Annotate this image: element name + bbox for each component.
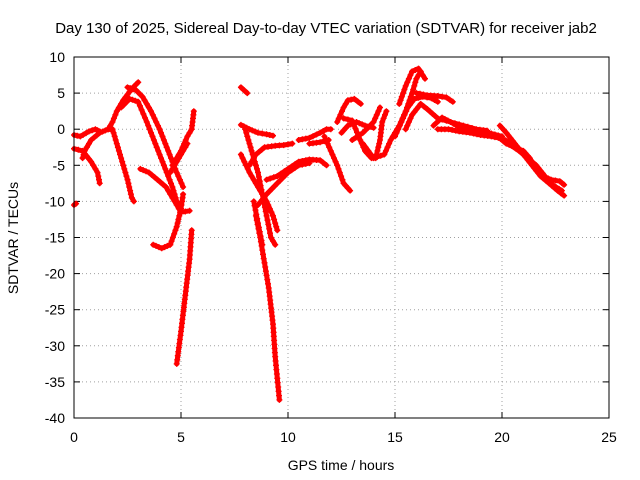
y-tick-label: 0 xyxy=(57,121,65,137)
series-plus-markers xyxy=(255,160,313,209)
series-plus-markers xyxy=(150,191,187,252)
y-tick-label: -25 xyxy=(45,302,65,318)
chart-title: Day 130 of 2025, Sidereal Day-to-day VTE… xyxy=(55,20,597,37)
series-plus-markers xyxy=(396,65,428,107)
grid-lines xyxy=(74,57,609,418)
series-s19 xyxy=(250,198,266,248)
x-tick-label: 15 xyxy=(387,429,403,445)
series-plus-markers xyxy=(334,95,364,125)
x-tick-label: 25 xyxy=(601,429,617,445)
series-s2 xyxy=(71,126,103,140)
series-plus-markers xyxy=(413,90,456,105)
series-plus-markers xyxy=(173,227,195,367)
y-axis-label: SDTVAR / TECUs xyxy=(5,182,21,294)
series-s14 xyxy=(237,84,251,97)
y-tick-label: -30 xyxy=(45,338,65,354)
series-plus-markers xyxy=(505,140,565,194)
series-s21 xyxy=(263,156,330,183)
series-plus-markers xyxy=(250,198,266,248)
y-tick-label: -40 xyxy=(45,410,65,426)
series-s8 xyxy=(118,95,182,212)
x-tick-label: 20 xyxy=(494,429,510,445)
series-s26 xyxy=(334,95,364,125)
series-s3 xyxy=(71,145,103,187)
x-axis-label: GPS time / hours xyxy=(288,457,395,473)
series-s33 xyxy=(396,65,428,107)
y-tick-label: -20 xyxy=(45,266,65,282)
series-plus-markers xyxy=(109,126,137,205)
series-plus-markers xyxy=(295,126,334,144)
series-s18 xyxy=(252,212,283,403)
x-tick-labels: 0 5 10 15 20 25 xyxy=(70,429,617,445)
series-plus-markers xyxy=(167,140,191,176)
series-s25 xyxy=(321,133,354,194)
series-trace xyxy=(169,108,197,168)
series-s12 xyxy=(167,140,191,176)
series-s35 xyxy=(430,114,505,140)
series-s20 xyxy=(246,140,296,169)
y-tick-label: -35 xyxy=(45,374,65,390)
series-s39 xyxy=(505,140,565,194)
series-plus-markers xyxy=(237,84,251,97)
y-tick-label: 5 xyxy=(57,85,65,101)
series-s29 xyxy=(349,104,383,144)
series-plus-markers xyxy=(242,126,279,248)
series-plus-markers xyxy=(263,156,330,183)
y-tick-label: -10 xyxy=(45,193,65,209)
series-s6 xyxy=(109,126,137,205)
x-tick-label: 0 xyxy=(70,429,78,445)
y-tick-label: -5 xyxy=(53,157,66,173)
series-s22 xyxy=(255,160,313,209)
x-tick-label: 5 xyxy=(177,429,185,445)
series-plus-markers xyxy=(321,133,354,194)
y-tick-label: 10 xyxy=(49,49,65,65)
series-plus-markers xyxy=(118,95,182,212)
series-s17 xyxy=(242,126,279,248)
series-s11 xyxy=(169,108,197,169)
series-plus-markers xyxy=(349,104,383,144)
series-s23 xyxy=(295,126,334,144)
series-s31 xyxy=(392,93,441,140)
data-series xyxy=(71,65,568,403)
x-tick-label: 10 xyxy=(280,429,296,445)
series-plus-markers xyxy=(246,140,296,169)
y-tick-label: -15 xyxy=(45,230,65,246)
series-s13 xyxy=(173,227,195,367)
series-s10 xyxy=(150,191,187,252)
y-tick-labels: 10 5 0 -5 -10 -15 -20 -25 -30 -35 -40 xyxy=(45,49,65,426)
series-s34 xyxy=(413,90,456,105)
series-plus-markers xyxy=(252,212,283,403)
plot-frame xyxy=(73,56,610,419)
